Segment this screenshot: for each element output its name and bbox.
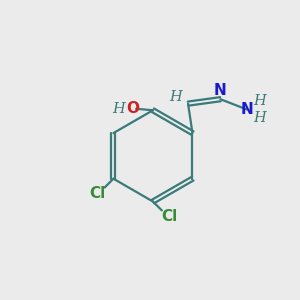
Text: Cl: Cl <box>161 209 177 224</box>
Text: H: H <box>113 102 125 116</box>
Text: N: N <box>241 102 253 117</box>
Text: H: H <box>253 94 266 108</box>
Text: N: N <box>214 83 227 98</box>
Text: O: O <box>126 101 139 116</box>
Text: Cl: Cl <box>89 186 105 201</box>
Text: H: H <box>169 90 182 104</box>
Text: H: H <box>253 111 266 125</box>
